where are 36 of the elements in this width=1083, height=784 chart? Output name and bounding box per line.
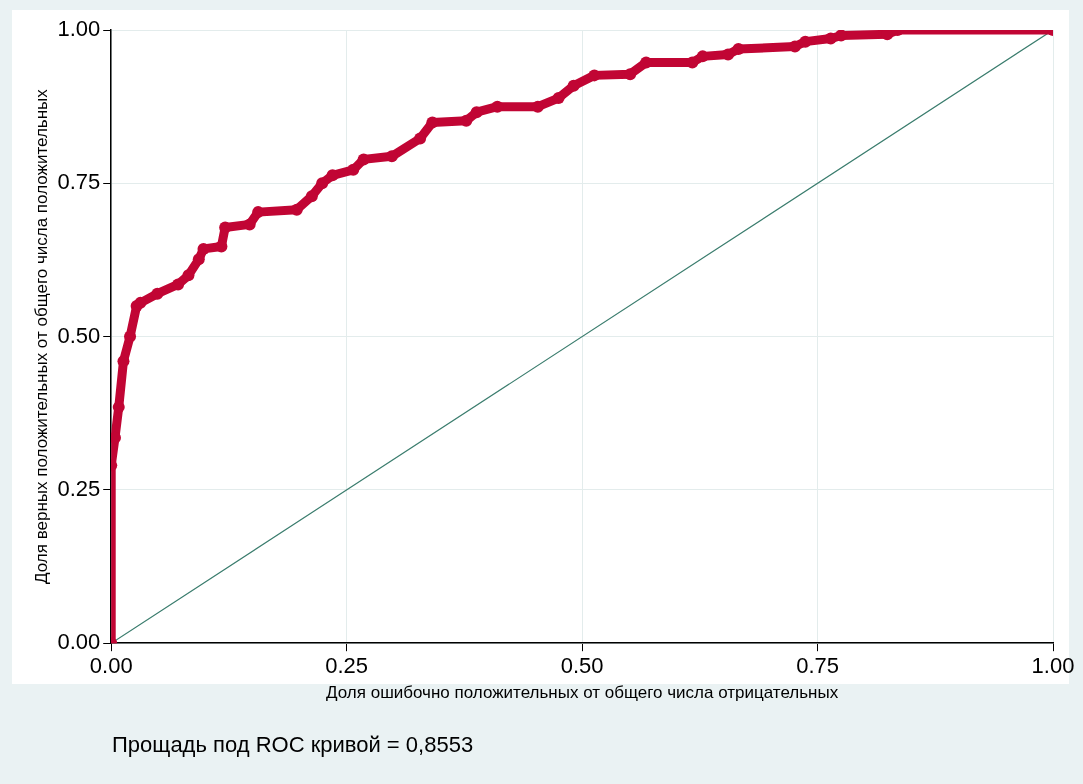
point: [722, 48, 735, 61]
point: [305, 190, 318, 203]
text: Прощадь под ROC кривой = 0,8553: [112, 732, 474, 758]
point: [316, 177, 329, 190]
point: [824, 32, 837, 45]
x-tick-label: 0.75: [796, 653, 839, 679]
x-tick-label: 1.00: [1031, 653, 1075, 679]
point: [357, 153, 370, 166]
point: [197, 242, 210, 255]
x-tick-label: 0.00: [89, 653, 133, 679]
x-axis-title: Доля ошибочно положительных от общего числа отрицательных: [326, 683, 839, 703]
point: [243, 218, 256, 231]
y-tick-label: 0.25: [57, 475, 101, 501]
y-tick-label: 0.75: [57, 169, 101, 195]
point: [182, 269, 195, 282]
point: [414, 132, 427, 145]
point: [567, 79, 580, 92]
point: [470, 106, 483, 119]
point: [460, 114, 473, 127]
y-axis-title: Доля верных положительных от общего числа положительных: [31, 88, 51, 584]
x-tick-label: 0.50: [560, 653, 604, 679]
point: [326, 169, 339, 182]
point: [192, 253, 205, 266]
y-tick-label: 0.00: [57, 629, 101, 655]
point: [134, 296, 147, 309]
point: [347, 163, 360, 176]
x-tick-label: 0.25: [325, 653, 369, 679]
point: [696, 50, 709, 63]
point: [151, 287, 164, 300]
point: [124, 330, 137, 343]
point: [215, 240, 228, 253]
point: [788, 40, 801, 53]
point: [172, 278, 185, 291]
y-tick-label: 0.50: [57, 322, 101, 348]
point: [552, 92, 565, 105]
y-tick-label: 1.00: [57, 16, 101, 42]
